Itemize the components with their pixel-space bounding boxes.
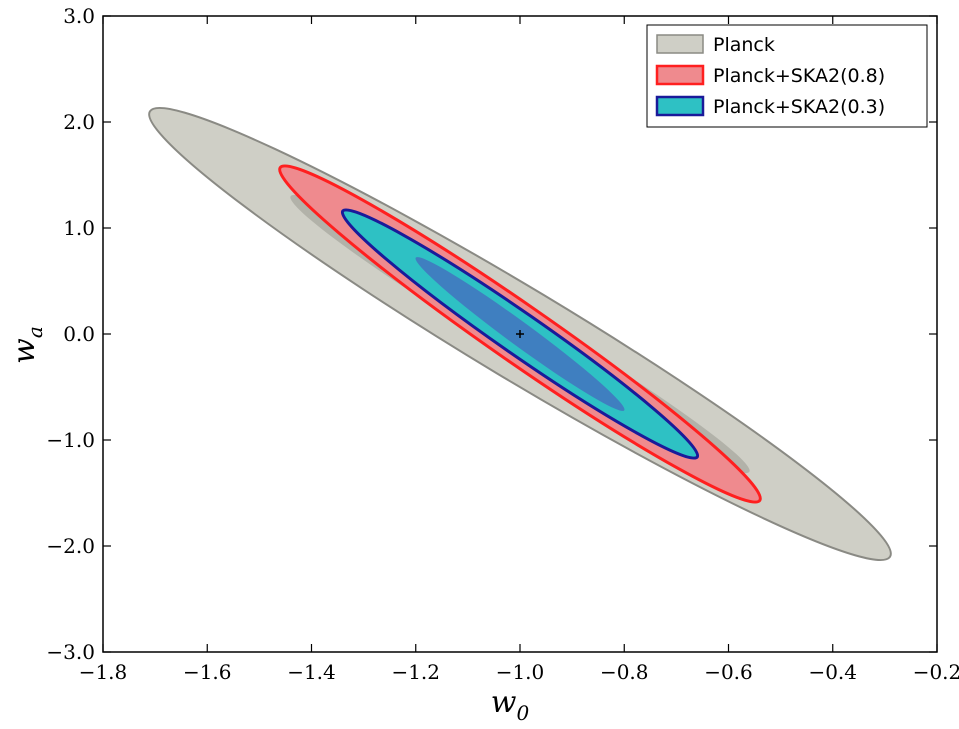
fiducial-marker [516, 330, 524, 338]
legend-label-planck-ska2-0-8: Planck+SKA2(0.8) [713, 65, 885, 87]
y-axis-label: wa [7, 326, 47, 364]
legend-label-planck-ska2-0-3: Planck+SKA2(0.3) [713, 96, 885, 118]
axes: −1.8 −1.6 −1.4 −1.2 −1.0 −0.8 −0.6 −0.4 −0.2 3.0 2… [46, 4, 959, 684]
y-tick-label: −2.0 [46, 534, 95, 558]
x-tick-label: −1.6 [183, 660, 232, 684]
legend-swatch-planck-ska2-0-8 [655, 64, 705, 86]
x-tick-label: −1.4 [287, 660, 336, 684]
y-tick-label: 3.0 [63, 4, 95, 28]
legend-swatch-planck [656, 34, 704, 54]
x-tick-label: −0.4 [808, 660, 857, 684]
legend: Planck Planck+SKA2(0.8) Planck+SKA2(0.3) [646, 24, 928, 128]
y-tick-label: 1.0 [63, 216, 95, 240]
legend-label-planck: Planck [713, 34, 775, 56]
y-tick-label: −3.0 [46, 640, 95, 664]
x-axis-label: w0 [491, 685, 530, 725]
y-tick-label: 2.0 [63, 110, 95, 134]
x-tick-label: −0.6 [704, 660, 753, 684]
x-tick-label: −1.0 [496, 660, 545, 684]
x-tick-label: −0.8 [600, 660, 649, 684]
y-tick-label: −1.0 [46, 428, 95, 452]
x-tick-label: −0.2 [913, 660, 959, 684]
plot-area [148, 106, 892, 562]
y-tick-label: 0.0 [63, 322, 95, 346]
x-tick-label: −1.8 [79, 660, 128, 684]
legend-swatch-planck-ska2-0-3 [655, 95, 705, 117]
x-tick-label: −1.2 [391, 660, 440, 684]
